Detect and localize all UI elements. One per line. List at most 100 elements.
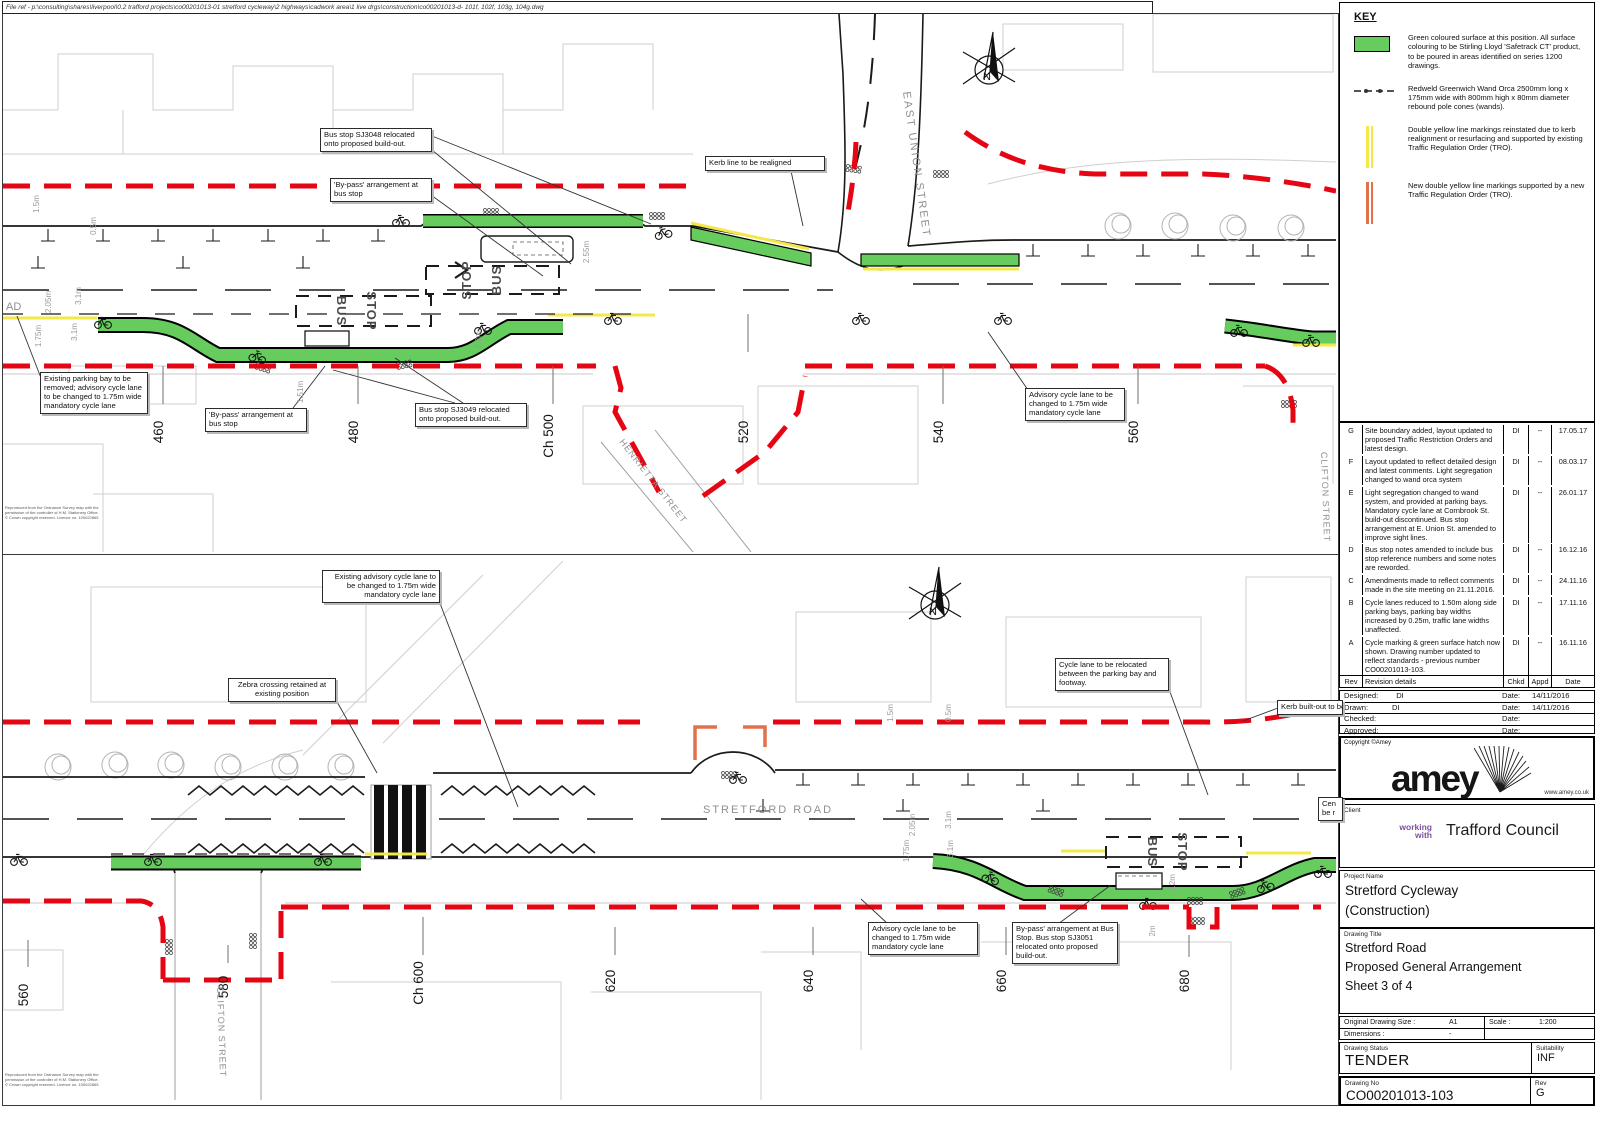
number-cell: Drawing No CO00201013-103 — [1341, 1078, 1530, 1104]
rev-appd: -- — [1528, 544, 1552, 574]
dimensions-row: Dimensions : - — [1340, 1029, 1594, 1040]
amey-wordmark: amey — [1391, 757, 1480, 799]
dim-label: 2.55m — [582, 241, 591, 264]
bus-stop-markings — [295, 265, 560, 327]
dim-label: 1.5m — [32, 195, 41, 213]
leader-lines-top — [16, 133, 1029, 409]
chainage-label: 620 — [603, 970, 618, 993]
signoff-row-checked: Checked: Date: — [1340, 714, 1594, 726]
dimensions-label: Dimensions : — [1344, 1031, 1385, 1038]
dim-label: 3.1m — [70, 323, 79, 341]
dim-label: 3.1m — [946, 840, 955, 858]
rev-details: Cycle marking & green surface hatch now … — [1362, 636, 1504, 675]
date-label: Date: — [1502, 725, 1521, 735]
callout-kerb-realigned: Kerb line to be realigned — [705, 156, 825, 171]
rev-letter: F — [1348, 456, 1354, 466]
os-copyright-note: Reproduced from the Ordnance Survey map … — [5, 1072, 123, 1087]
project-line2: (Construction) — [1345, 902, 1430, 918]
os-note-line: © Crown copyright reserved. Licence no. … — [5, 515, 99, 520]
dimensions-value: - — [1449, 1031, 1452, 1038]
rev-date: 26.01.17 — [1558, 487, 1588, 497]
project-line1: Stretford Cycleway — [1345, 883, 1459, 898]
working-with-line: working — [1399, 821, 1432, 832]
number-label: Drawing No — [1345, 1080, 1379, 1087]
amey-branding-block: Copyright ©Amey amey www.amey.co.uk — [1339, 736, 1595, 800]
suitability-label: Suitability — [1536, 1045, 1564, 1052]
rev-date: 16.11.16 — [1559, 637, 1587, 647]
scale-value: 1:200 — [1539, 1019, 1557, 1026]
designed-label: Designed: — [1344, 691, 1379, 700]
callout-bypass-bottom: 'By-pass' arrangement at bus stop — [205, 408, 307, 432]
rev-date: 17.11.16 — [1559, 598, 1587, 608]
rev-header: Rev — [1344, 677, 1358, 686]
rev-letter: A — [1348, 637, 1354, 647]
bus-word: BUS — [1145, 837, 1160, 867]
east-union-centreline — [854, 13, 876, 170]
dim-label: 3.2m — [1168, 874, 1177, 892]
designed-date: 14/11/2016 — [1532, 691, 1570, 700]
green-surface-swatch — [1354, 33, 1408, 71]
project-label: Project Name — [1344, 873, 1384, 880]
callout-sj3051: By-pass' arrangement at Bus Stop. Bus st… — [1012, 922, 1118, 964]
dim-label: 3.1m — [944, 811, 953, 829]
bus-stop-marking — [1105, 836, 1242, 868]
revision-row: G Site boundary added, layout updated to… — [1340, 425, 1594, 454]
bus-word: BUS — [489, 265, 504, 295]
stop-word: STOP — [1175, 832, 1190, 871]
callout-clipped-line1: Cen — [1322, 799, 1336, 808]
callout-relocate: Cycle lane to be relocated between the p… — [1055, 658, 1169, 691]
status-value: TENDER — [1345, 1052, 1410, 1069]
key-title: KEY — [1354, 11, 1377, 23]
rev-letter: D — [1348, 545, 1354, 555]
henrietta-street-edges — [600, 429, 752, 553]
revision-row: C Amendments made to reflect comments ma… — [1340, 575, 1594, 596]
callout-advisory-top: Advisory cycle lane to be changed to 1.7… — [1025, 388, 1125, 421]
chainage-ticks — [162, 314, 1139, 404]
rev-letter: C — [1348, 576, 1354, 586]
checked-value — [1376, 714, 1502, 725]
rev-details: Bus stop notes amended to include bus st… — [1362, 544, 1504, 574]
building-outlines — [3, 13, 1337, 554]
plan-panel-top: BUS STOP STOP BUS — [2, 13, 1339, 556]
file-reference: File ref - p:\consulting\shares\liverpoo… — [2, 1, 1153, 14]
dim-label: 2.05m — [908, 814, 917, 837]
chainage-label: 640 — [801, 970, 816, 993]
signoff-row-designed: Designed: DI Date: 14/11/2016 — [1340, 691, 1594, 703]
rev-header: Date — [1565, 677, 1581, 686]
scale-label: Scale : — [1484, 1017, 1539, 1028]
road-kerbs — [3, 215, 1336, 375]
key-item-green-surface: Green coloured surface at this position.… — [1354, 33, 1588, 71]
client-block: Client working with Trafford Council — [1339, 804, 1595, 868]
working-with-logo: working with — [1340, 821, 1432, 840]
yellow-lines-icon — [1354, 125, 1408, 168]
wand-orca-icon — [1354, 84, 1408, 112]
green-surfaces-bottom — [111, 853, 1336, 901]
north-label: N — [983, 71, 991, 83]
amey-swoosh-icon — [1473, 746, 1531, 793]
chainage-label: 580 — [216, 976, 231, 999]
rev-details: Light segregation changed to wand system… — [1362, 486, 1504, 543]
rev-details: Amendments made to reflect comments made… — [1362, 575, 1504, 596]
drawing-status-block: Drawing Status TENDER Suitability INF — [1339, 1042, 1595, 1074]
centre-lines — [3, 261, 1336, 315]
chainage-label: 540 — [931, 421, 946, 444]
drawing-title-line3: Sheet 3 of 4 — [1345, 978, 1413, 993]
project-name-block: Project Name Stretford Cycleway (Constru… — [1339, 870, 1595, 928]
rev-appd: -- — [1528, 455, 1552, 485]
os-note-line: © Crown copyright reserved. Licence no. … — [5, 1082, 99, 1087]
rev-letter: G — [1348, 426, 1354, 435]
callout-existing-advisory: Existing advisory cycle lane to be chang… — [322, 570, 440, 603]
site-boundary-red — [3, 704, 1322, 983]
bus-vehicle — [480, 235, 574, 263]
suitability-value: INF — [1537, 1052, 1555, 1064]
bus-shelter — [1115, 872, 1163, 890]
date-label: Date: — [1502, 702, 1521, 712]
rev-appd: -- — [1528, 575, 1552, 596]
chainage-label: 660 — [994, 970, 1009, 993]
drawing-number-block: Drawing No CO00201013-103 Rev G — [1339, 1076, 1595, 1106]
revision-row: B Cycle lanes reduced to 1.50m along sid… — [1340, 597, 1594, 636]
key-item-orange-lines: New double yellow line markings supporte… — [1354, 181, 1588, 224]
plan-panel-bottom: BUS STOP — [2, 554, 1339, 1106]
callout-advisory-bottom: Advisory cycle lane to be changed to 1.7… — [868, 922, 978, 955]
bus-shelter — [304, 330, 350, 347]
